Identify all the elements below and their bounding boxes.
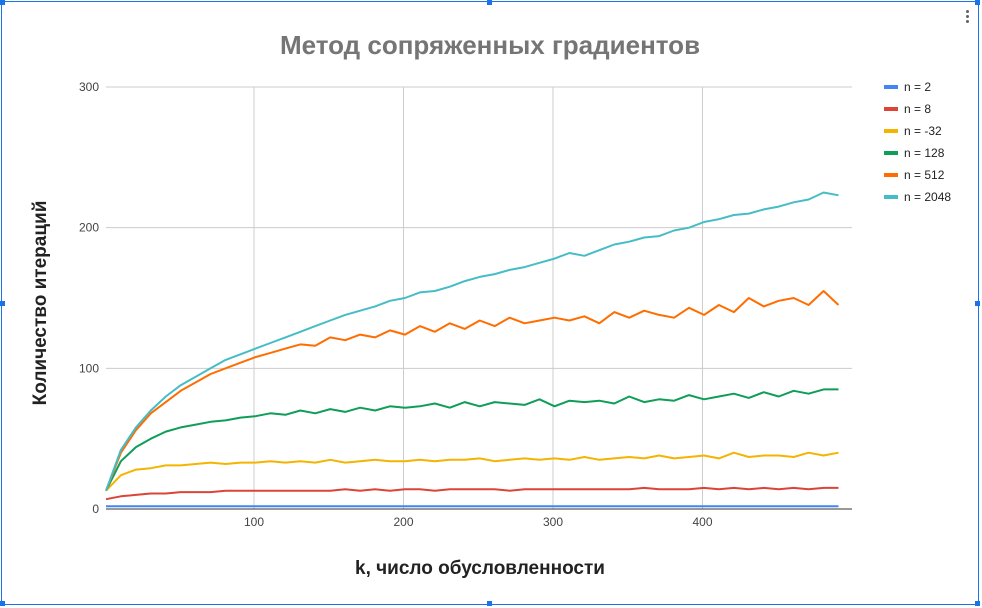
y-axis-title: Количество итераций bbox=[30, 201, 51, 406]
x-axis-title: k, число обусловленности bbox=[355, 558, 605, 579]
legend-label: n = 2048 bbox=[904, 190, 951, 204]
resize-handle-bottom-center[interactable] bbox=[487, 601, 492, 606]
more-options-icon[interactable] bbox=[960, 8, 974, 28]
legend-label: n = 2 bbox=[904, 80, 931, 94]
y-tick-label: 0 bbox=[92, 502, 99, 516]
series-line-5 bbox=[105, 191, 839, 492]
series-line-2 bbox=[105, 451, 839, 492]
chart-title: Метод сопряженных градиентов bbox=[280, 30, 700, 60]
legend-label: n = 8 bbox=[904, 102, 931, 116]
resize-handle-bottom-left[interactable] bbox=[0, 601, 5, 606]
resize-handle-middle-left[interactable] bbox=[0, 301, 5, 306]
y-tick-labels: 0 100 200 300 bbox=[79, 80, 99, 516]
x-tick-label: 200 bbox=[393, 515, 413, 529]
resize-handle-bottom-right[interactable] bbox=[975, 601, 980, 606]
y-tick-label: 200 bbox=[79, 221, 99, 235]
resize-handle-middle-right[interactable] bbox=[975, 301, 980, 306]
legend-label: n = 128 bbox=[904, 146, 945, 160]
series-line-1 bbox=[105, 486, 839, 501]
y-tick-label: 300 bbox=[79, 80, 99, 94]
legend-label: n = 512 bbox=[904, 168, 945, 182]
x-tick-labels: 100 200 300 400 bbox=[244, 515, 713, 529]
x-tick-label: 400 bbox=[692, 515, 712, 529]
x-tick-label: 100 bbox=[244, 515, 264, 529]
x-tick-label: 300 bbox=[543, 515, 563, 529]
legend-label: n = -32 bbox=[904, 124, 942, 138]
y-tick-label: 100 bbox=[79, 361, 99, 375]
series-line-3 bbox=[105, 388, 839, 492]
series-line-4 bbox=[105, 290, 840, 492]
legend: n = 2 n = 8 n = -32 n = 128 n = 512 n = 2048 bbox=[884, 80, 951, 204]
resize-handle-top-left[interactable] bbox=[0, 0, 5, 5]
resize-handle-top-right[interactable] bbox=[975, 0, 980, 5]
resize-handle-top-center[interactable] bbox=[487, 0, 492, 5]
plot-area bbox=[105, 191, 840, 508]
gridlines bbox=[106, 86, 852, 510]
